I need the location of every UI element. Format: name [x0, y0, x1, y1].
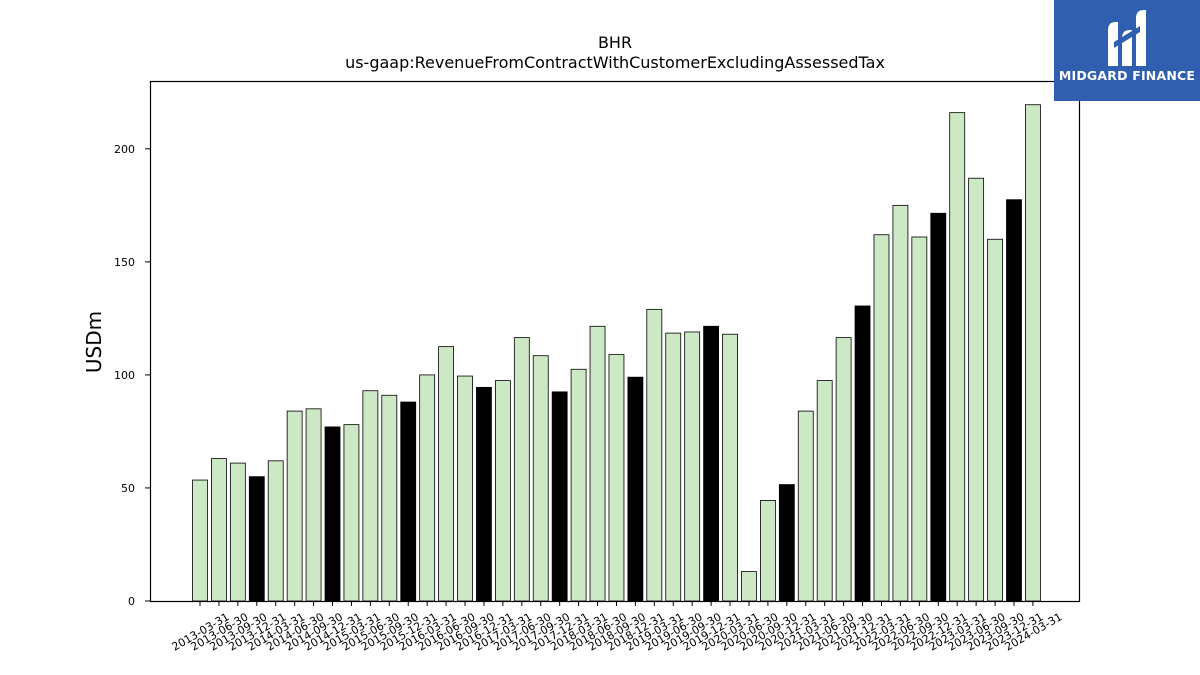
bar [778, 484, 795, 602]
bar [438, 346, 454, 602]
bar [551, 391, 568, 602]
y-axis-ticks: 0 50 100 150 200 [114, 143, 150, 608]
bar [1006, 199, 1022, 602]
bar [627, 376, 644, 602]
bar [211, 458, 227, 602]
bar [665, 332, 682, 602]
bar [930, 212, 947, 602]
bar [854, 305, 871, 602]
bar [703, 325, 720, 602]
bar [741, 571, 757, 602]
bar [457, 375, 473, 602]
bar [835, 337, 852, 602]
y-tick-label: 50 [121, 482, 135, 495]
bar [873, 234, 890, 602]
y-tick-label: 0 [128, 595, 135, 608]
bar [608, 354, 625, 602]
bar [229, 462, 246, 602]
chart-title: BHR [598, 33, 632, 52]
y-tick-label: 100 [114, 369, 135, 382]
bar [286, 410, 303, 602]
bar [646, 308, 663, 602]
bar [400, 401, 417, 602]
bar [911, 236, 928, 602]
bar [494, 380, 511, 602]
bar [476, 386, 492, 602]
bar [267, 460, 284, 602]
y-tick-label: 150 [114, 256, 135, 269]
midgard-m-logo-icon [1108, 10, 1146, 66]
bar [892, 204, 909, 602]
bar [343, 424, 360, 602]
bar [362, 390, 379, 602]
y-tick-label: 200 [114, 143, 135, 156]
brand-logo: MIDGARD FINANCE [1054, 0, 1200, 101]
bar [684, 331, 701, 602]
bar [513, 337, 530, 602]
bar [968, 177, 985, 602]
bar [589, 325, 606, 602]
bar [722, 333, 738, 602]
bar [192, 479, 208, 602]
bar [949, 112, 966, 602]
bars-group [192, 104, 1041, 602]
bar [987, 238, 1003, 602]
bar [760, 499, 776, 602]
bar [419, 374, 436, 602]
brand-name: MIDGARD FINANCE [1058, 68, 1196, 83]
bar [797, 410, 814, 602]
chart-subtitle: us-gaap:RevenueFromContractWithCustomerE… [345, 53, 885, 72]
bar [816, 380, 833, 602]
bar [381, 394, 398, 602]
bar [1025, 104, 1041, 602]
bar [570, 368, 587, 602]
plot-frame [149, 80, 1081, 603]
bar [248, 476, 265, 602]
bar [532, 355, 549, 602]
y-axis-label: USDm [82, 311, 106, 373]
bar [324, 426, 341, 602]
bar [305, 408, 322, 602]
x-axis-ticks: 2013-03-312013-06-302013-09-302013-12-31… [170, 601, 1064, 654]
